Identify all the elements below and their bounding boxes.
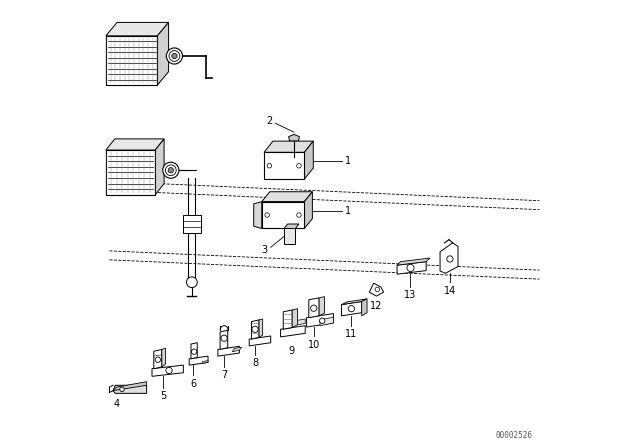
Text: 5: 5 bbox=[160, 391, 166, 401]
Circle shape bbox=[375, 287, 380, 292]
Ellipse shape bbox=[275, 159, 290, 170]
Text: 11: 11 bbox=[345, 329, 358, 339]
Ellipse shape bbox=[278, 162, 286, 167]
Polygon shape bbox=[203, 361, 208, 363]
Text: 1: 1 bbox=[344, 206, 351, 215]
Polygon shape bbox=[304, 141, 314, 179]
Polygon shape bbox=[106, 139, 164, 150]
Polygon shape bbox=[369, 283, 383, 296]
Polygon shape bbox=[183, 215, 201, 233]
Polygon shape bbox=[249, 336, 271, 346]
Polygon shape bbox=[218, 346, 239, 356]
Polygon shape bbox=[253, 202, 262, 228]
Text: 12: 12 bbox=[371, 301, 383, 311]
Polygon shape bbox=[280, 326, 305, 337]
Text: 1: 1 bbox=[344, 156, 351, 166]
Circle shape bbox=[120, 387, 124, 392]
Circle shape bbox=[221, 335, 227, 341]
Circle shape bbox=[155, 357, 161, 362]
Polygon shape bbox=[362, 299, 367, 316]
Polygon shape bbox=[220, 330, 228, 349]
Circle shape bbox=[265, 213, 269, 217]
Circle shape bbox=[348, 306, 355, 312]
Text: 4: 4 bbox=[113, 399, 119, 409]
Text: 8: 8 bbox=[252, 358, 258, 368]
Polygon shape bbox=[113, 382, 147, 391]
Polygon shape bbox=[155, 139, 164, 195]
Polygon shape bbox=[284, 224, 299, 228]
Polygon shape bbox=[259, 319, 262, 337]
Circle shape bbox=[169, 51, 180, 61]
Polygon shape bbox=[298, 319, 305, 325]
Text: 13: 13 bbox=[404, 290, 417, 300]
Text: 9: 9 bbox=[289, 346, 295, 356]
Polygon shape bbox=[262, 192, 312, 202]
Circle shape bbox=[297, 213, 301, 217]
Polygon shape bbox=[319, 297, 324, 316]
Polygon shape bbox=[292, 309, 298, 327]
Text: 2: 2 bbox=[267, 116, 273, 126]
Polygon shape bbox=[162, 348, 165, 367]
Polygon shape bbox=[320, 317, 333, 326]
Polygon shape bbox=[284, 228, 296, 244]
Polygon shape bbox=[397, 258, 430, 265]
Circle shape bbox=[163, 162, 179, 178]
Circle shape bbox=[447, 256, 453, 262]
Polygon shape bbox=[284, 310, 292, 329]
Circle shape bbox=[191, 349, 196, 354]
Polygon shape bbox=[264, 141, 314, 152]
Ellipse shape bbox=[276, 210, 285, 217]
Polygon shape bbox=[342, 299, 367, 305]
Polygon shape bbox=[106, 150, 155, 195]
Polygon shape bbox=[289, 134, 300, 141]
Text: 6: 6 bbox=[190, 379, 196, 388]
Ellipse shape bbox=[273, 207, 289, 220]
Polygon shape bbox=[106, 22, 168, 36]
Polygon shape bbox=[106, 36, 157, 85]
Circle shape bbox=[172, 53, 177, 59]
Circle shape bbox=[310, 305, 317, 311]
Text: 7: 7 bbox=[221, 370, 227, 380]
Polygon shape bbox=[189, 356, 208, 365]
Circle shape bbox=[168, 168, 173, 173]
Text: 00002526: 00002526 bbox=[496, 431, 532, 440]
Polygon shape bbox=[308, 298, 319, 318]
Circle shape bbox=[297, 164, 301, 168]
Circle shape bbox=[252, 326, 258, 332]
Circle shape bbox=[186, 277, 197, 288]
Circle shape bbox=[166, 367, 172, 374]
Polygon shape bbox=[440, 243, 458, 273]
Polygon shape bbox=[264, 152, 304, 179]
Polygon shape bbox=[152, 365, 183, 376]
Polygon shape bbox=[397, 262, 426, 274]
Polygon shape bbox=[304, 192, 312, 228]
Text: 10: 10 bbox=[308, 340, 320, 349]
Polygon shape bbox=[191, 343, 197, 359]
Polygon shape bbox=[232, 347, 241, 352]
Text: 3: 3 bbox=[262, 245, 268, 254]
Polygon shape bbox=[307, 314, 333, 327]
Polygon shape bbox=[157, 22, 168, 85]
Circle shape bbox=[166, 48, 182, 64]
Circle shape bbox=[165, 165, 176, 176]
Polygon shape bbox=[252, 320, 259, 339]
Text: 14: 14 bbox=[444, 286, 456, 296]
Polygon shape bbox=[154, 349, 162, 369]
Polygon shape bbox=[262, 202, 304, 228]
Polygon shape bbox=[113, 385, 147, 393]
Circle shape bbox=[267, 164, 271, 168]
Circle shape bbox=[407, 264, 414, 271]
Circle shape bbox=[319, 318, 325, 323]
Polygon shape bbox=[342, 302, 362, 316]
